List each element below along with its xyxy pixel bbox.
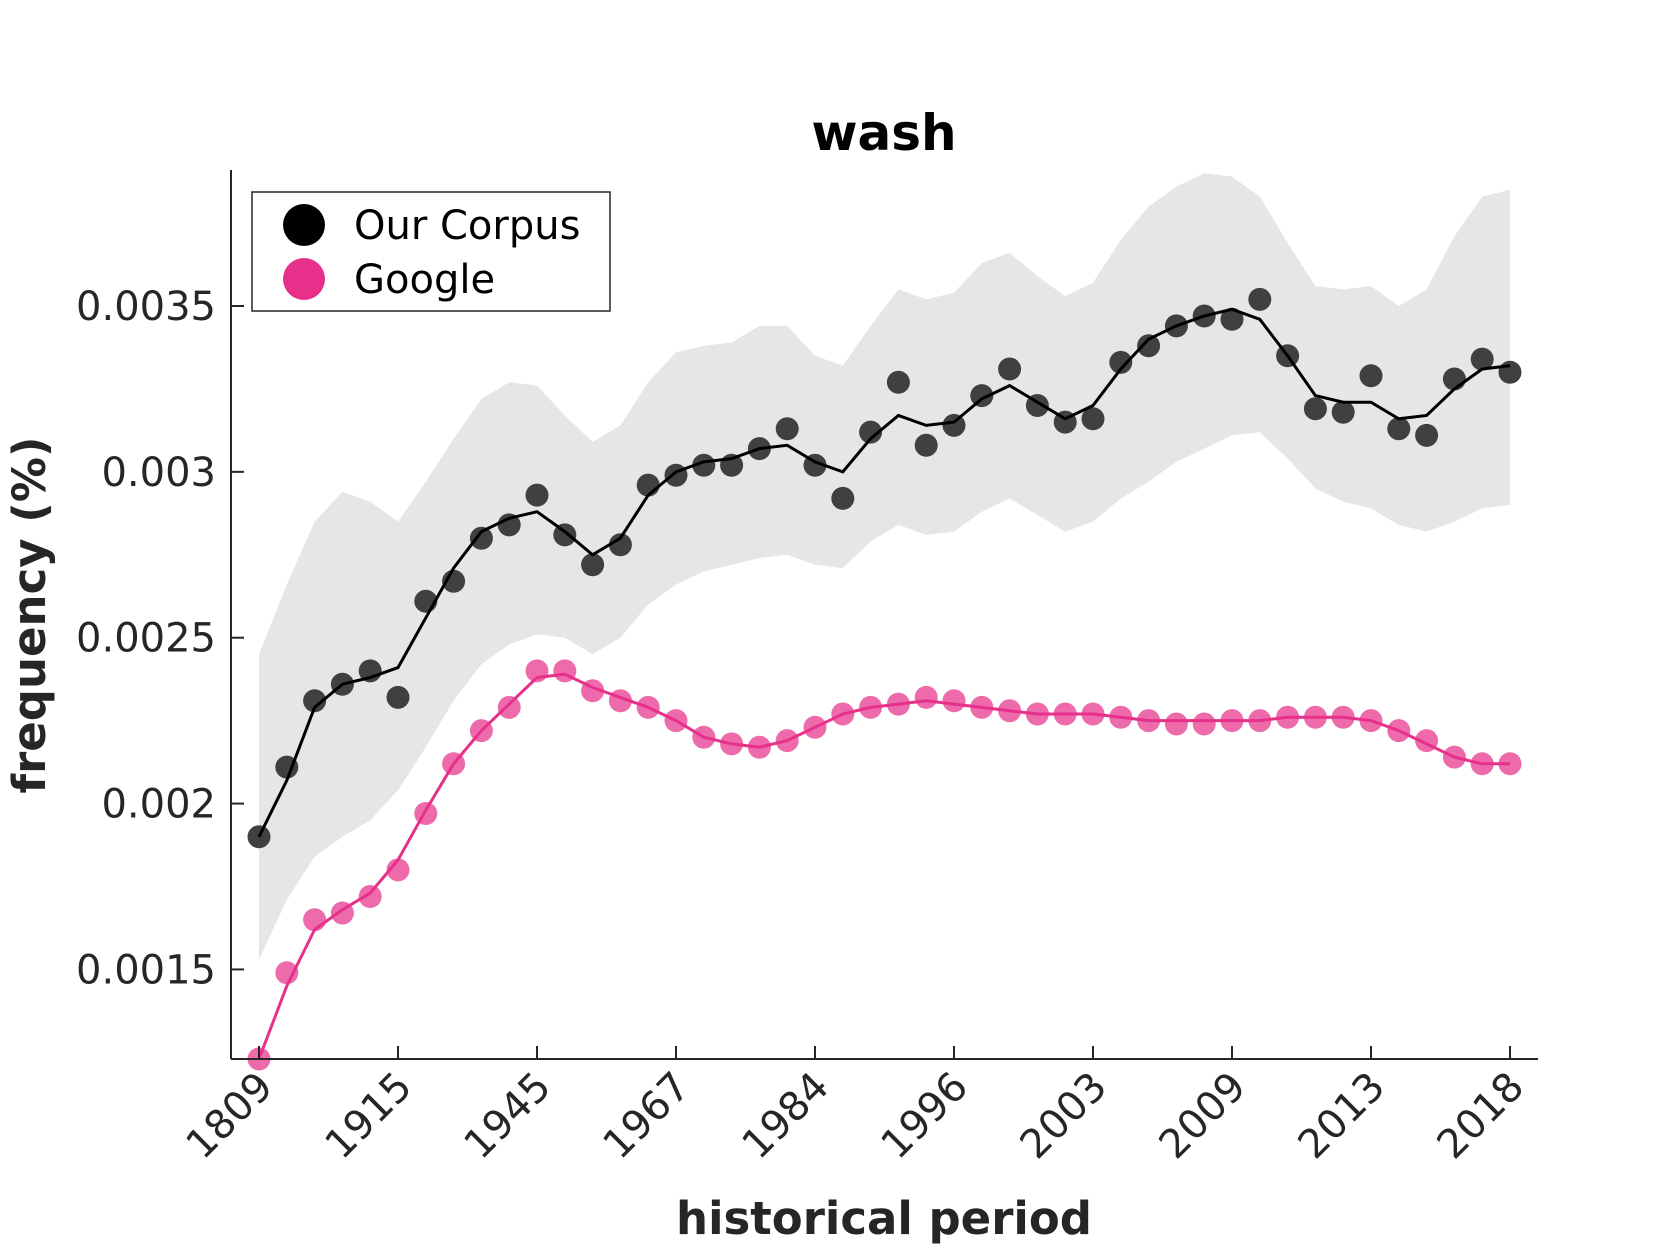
x-tick-label: 2003 <box>1012 1064 1117 1169</box>
x-ticks: 1809 1915 1945 1967 1984 1996 2003 2009 2013 2018 <box>178 1046 1534 1169</box>
our-corpus-point <box>1442 367 1466 391</box>
x-tick-label: 1967 <box>595 1064 700 1169</box>
google-point <box>942 689 966 713</box>
our-corpus-point <box>1359 364 1383 388</box>
legend-marker-google <box>283 258 325 300</box>
y-tick-label: 0.003 <box>101 450 216 496</box>
plot-area <box>247 173 1522 1071</box>
y-tick-label: 0.0025 <box>76 616 216 662</box>
x-tick-label: 2018 <box>1429 1064 1534 1169</box>
our-corpus-point <box>664 463 688 487</box>
google-point <box>303 908 327 932</box>
y-tick-label: 0.0035 <box>76 284 216 330</box>
x-tick-label: 1915 <box>317 1064 422 1169</box>
legend-label-our-corpus: Our Corpus <box>354 203 580 249</box>
our-corpus-point <box>1470 347 1494 371</box>
y-tick-label: 0.0015 <box>76 947 216 993</box>
our-corpus-point <box>1248 287 1272 311</box>
google-point <box>1192 712 1216 736</box>
legend-label-google: Google <box>354 257 495 303</box>
chart-title: wash <box>811 104 956 162</box>
our-corpus-point <box>1137 334 1161 358</box>
our-corpus-point <box>1303 397 1327 421</box>
our-corpus-point <box>970 384 994 408</box>
our-corpus-point <box>469 526 493 550</box>
our-corpus-point <box>1081 407 1105 431</box>
our-corpus-point <box>303 689 327 713</box>
google-trend-line <box>257 672 1510 1060</box>
y-axis-title: frequency (%) <box>3 437 56 794</box>
x-axis-title: historical period <box>676 1192 1092 1245</box>
our-corpus-point <box>914 433 938 457</box>
y-tick-label: 0.002 <box>101 782 216 828</box>
x-tick-label: 2009 <box>1151 1064 1256 1169</box>
our-corpus-point <box>525 483 549 507</box>
our-corpus-point <box>1220 307 1244 331</box>
x-tick-label: 1984 <box>734 1064 839 1169</box>
our-corpus-point <box>1109 350 1133 374</box>
google-point <box>914 685 938 709</box>
our-corpus-trend-line <box>257 307 1511 838</box>
our-corpus-confidence-band <box>259 173 1510 960</box>
our-corpus-point <box>886 370 910 394</box>
our-corpus-point <box>692 453 716 477</box>
y-ticks: 0.0015 0.002 0.0025 0.003 0.0035 <box>76 284 244 993</box>
our-corpus-point <box>1415 423 1439 447</box>
google-point <box>386 858 410 882</box>
our-corpus-point <box>942 413 966 437</box>
our-corpus-point <box>386 685 410 709</box>
our-corpus-point <box>1331 400 1355 424</box>
x-tick-label: 1945 <box>456 1064 561 1169</box>
google-point <box>358 885 382 908</box>
our-corpus-point <box>497 513 521 537</box>
google-point <box>497 695 521 719</box>
legend-marker-our-corpus <box>283 204 325 246</box>
our-corpus-point <box>1498 360 1522 384</box>
x-tick-label: 2013 <box>1290 1064 1395 1169</box>
our-corpus-point <box>581 553 605 577</box>
legend: Our Corpus Google <box>251 191 611 312</box>
x-tick-label: 1996 <box>873 1064 978 1169</box>
our-corpus-point <box>998 357 1022 381</box>
our-corpus-point <box>1387 417 1411 441</box>
our-corpus-point <box>831 486 855 510</box>
our-corpus-point <box>608 533 632 557</box>
x-tick-label: 1809 <box>178 1064 283 1169</box>
google-point <box>1164 712 1188 736</box>
our-corpus-point <box>859 420 883 444</box>
our-corpus-point <box>775 417 799 441</box>
google-point <box>275 961 299 985</box>
